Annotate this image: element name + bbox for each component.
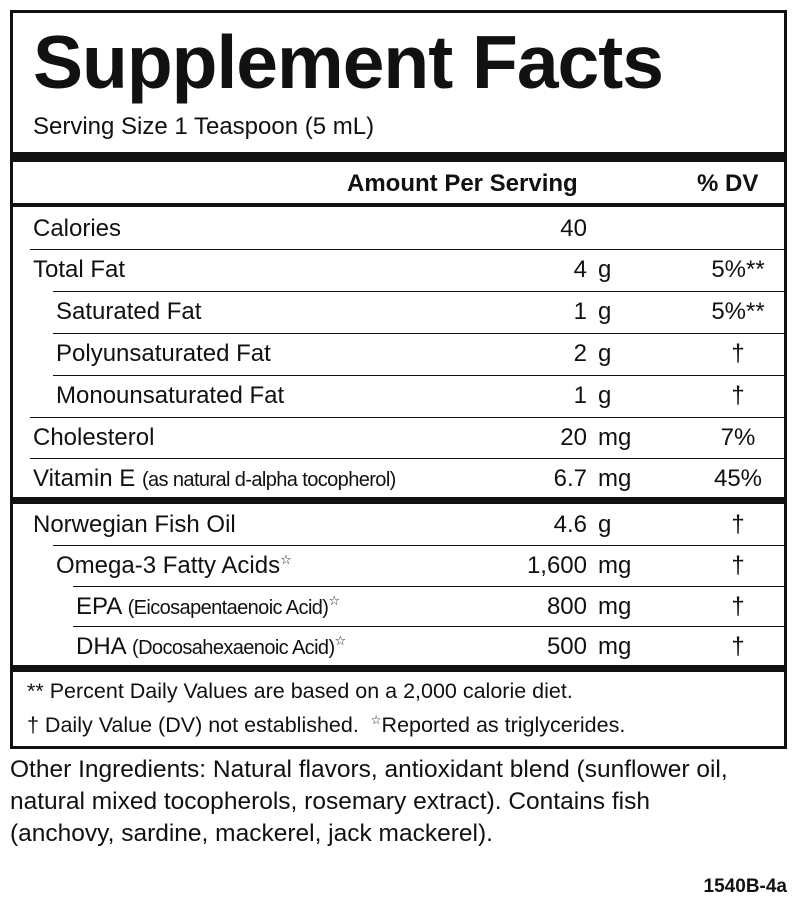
nutrient-name: Norwegian Fish Oil (33, 511, 236, 538)
facts-panel: Supplement Facts Serving Size 1 Teaspoon… (10, 10, 787, 749)
nutrient-label: Omega-3 Fatty Acids☆ (56, 552, 292, 580)
daily-value: 45% (713, 465, 763, 492)
unit: g (598, 256, 612, 283)
unit: mg (598, 633, 632, 660)
unit: g (598, 340, 612, 367)
nutrient-label: Saturated Fat (56, 298, 201, 326)
other-ingredients: Other Ingredients: Natural flavors, anti… (10, 756, 728, 847)
amount: 800 (546, 593, 587, 620)
nutrient-label: Norwegian Fish Oil (33, 511, 236, 539)
row-rule (30, 458, 784, 459)
daily-value: 7% (720, 424, 756, 451)
daily-value: † (731, 552, 745, 579)
amount: 4.6 (553, 511, 587, 538)
nutrient-row: DHA (Docosahexaenoic Acid)☆ 500 mg † (13, 626, 784, 667)
nutrient-row: Total Fat 4 g 5%** (13, 249, 784, 290)
daily-value: † (731, 511, 745, 538)
nutrient-row: Polyunsaturated Fat 2 g † (13, 333, 784, 374)
footnote-text: Reported as triglycerides. (381, 713, 626, 737)
daily-value: † (731, 382, 745, 409)
nutrient-name: Polyunsaturated Fat (56, 340, 271, 367)
unit: g (598, 382, 612, 409)
star-mark: ☆ (280, 552, 292, 567)
nutrient-row: Monounsaturated Fat 1 g † (13, 375, 784, 416)
nutrient-row: Omega-3 Fatty Acids☆ 1,600 mg † (13, 545, 784, 586)
footnote: ** Percent Daily Values are based on a 2… (27, 679, 573, 703)
nutrient-label: Polyunsaturated Fat (56, 340, 271, 368)
serving-size: Serving Size 1 Teaspoon (5 mL) (33, 113, 375, 140)
nutrient-label: EPA (Eicosapentaenoic Acid)☆ (76, 593, 340, 621)
thick-rule (13, 665, 784, 672)
amount: 500 (546, 633, 587, 660)
unit: mg (598, 465, 632, 492)
daily-value: † (731, 593, 745, 620)
row-rule (53, 333, 784, 334)
nutrient-row: Vitamin E (as natural d-alpha tocopherol… (13, 458, 784, 499)
nutrient-name: Calories (33, 215, 122, 242)
nutrient-label: Vitamin E (as natural d-alpha tocopherol… (33, 465, 396, 493)
nutrient-name: Monounsaturated Fat (56, 382, 285, 409)
thick-rule (13, 497, 784, 504)
daily-value: † (731, 633, 745, 660)
star-mark: ☆ (334, 633, 347, 648)
row-rule (53, 545, 784, 546)
nutrient-note: (Docosahexaenoic Acid) (132, 637, 335, 659)
nutrient-row: Norwegian Fish Oil 4.6 g † (13, 504, 784, 545)
nutrient-name: Omega-3 Fatty Acids (56, 552, 281, 579)
nutrient-label: Cholesterol (33, 424, 154, 452)
dv-header: % DV (697, 170, 759, 197)
row-rule (73, 626, 784, 627)
row-rule (30, 417, 784, 418)
nutrient-label: Total Fat (33, 256, 125, 284)
nutrient-name: Cholesterol (33, 424, 155, 451)
amount: 1,600 (526, 552, 587, 579)
unit: g (598, 511, 612, 538)
medium-rule (13, 203, 784, 207)
amount: 1 (573, 298, 587, 325)
row-rule (73, 586, 784, 587)
daily-value: 5%** (711, 298, 765, 325)
daily-value: 5%** (711, 256, 765, 283)
thick-rule (13, 152, 784, 162)
nutrient-row: EPA (Eicosapentaenoic Acid)☆ 800 mg † (13, 586, 784, 627)
footnote: † Daily Value (DV) not established. ☆Rep… (27, 713, 625, 738)
amount: 20 (560, 424, 587, 451)
row-rule (53, 291, 784, 292)
amount: 2 (573, 340, 587, 367)
unit: mg (598, 424, 632, 451)
unit: mg (598, 593, 632, 620)
nutrient-name: EPA (76, 593, 121, 620)
unit: mg (598, 552, 632, 579)
amount-header: Amount Per Serving (347, 170, 578, 197)
row-rule (53, 375, 784, 376)
product-code: 1540B-4a (703, 876, 787, 897)
unit: g (598, 298, 612, 325)
nutrient-note: (as natural d-alpha tocopherol) (141, 469, 396, 491)
nutrient-label: Calories (33, 215, 121, 243)
nutrient-name: Total Fat (33, 256, 126, 283)
daily-value: † (731, 340, 745, 367)
title: Supplement Facts (33, 20, 664, 104)
nutrient-row: Cholesterol 20 mg 7% (13, 417, 784, 458)
amount: 40 (560, 215, 587, 242)
amount: 4 (573, 256, 587, 283)
footnote-text: † Daily Value (DV) not established. (27, 713, 359, 737)
row-rule (30, 249, 784, 250)
nutrient-row: Calories 40 (13, 208, 784, 249)
footnote-star: ☆ (370, 713, 382, 727)
nutrient-label: DHA (Docosahexaenoic Acid)☆ (76, 633, 346, 661)
star-mark: ☆ (328, 593, 341, 608)
nutrient-name: DHA (76, 633, 126, 660)
nutrient-name: Vitamin E (33, 465, 136, 492)
amount: 1 (573, 382, 587, 409)
nutrient-name: Saturated Fat (56, 298, 202, 325)
nutrient-note: (Eicosapentaenoic Acid) (127, 597, 329, 619)
amount: 6.7 (553, 465, 587, 492)
nutrient-label: Monounsaturated Fat (56, 382, 284, 410)
nutrient-row: Saturated Fat 1 g 5%** (13, 291, 784, 332)
